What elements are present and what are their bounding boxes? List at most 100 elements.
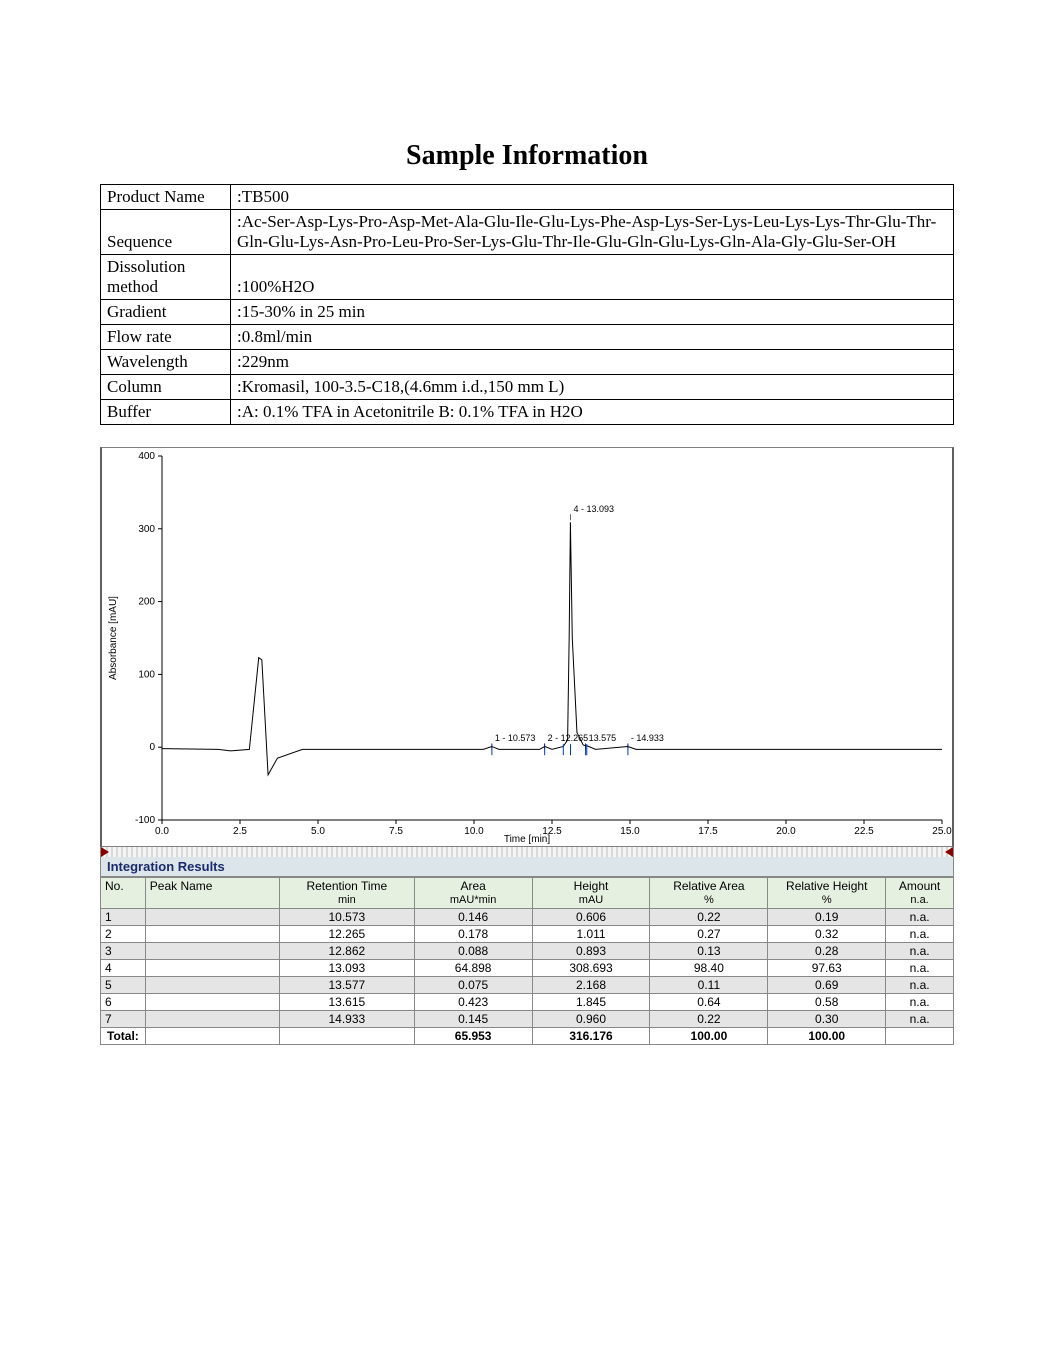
cell bbox=[145, 909, 279, 926]
results-col-6: Relative Height% bbox=[768, 878, 886, 909]
cell: n.a. bbox=[886, 1011, 954, 1028]
svg-text:13.575: 13.575 bbox=[589, 733, 617, 743]
cell: n.a. bbox=[886, 943, 954, 960]
results-col-3: AreamAU*min bbox=[414, 878, 532, 909]
cell: 0.28 bbox=[768, 943, 886, 960]
cell: 13.093 bbox=[280, 960, 415, 977]
cell: 14.933 bbox=[280, 1011, 415, 1028]
cell: 98.40 bbox=[650, 960, 768, 977]
info-val-dissolution: :100%H2O bbox=[231, 255, 954, 300]
cell: 12.265 bbox=[280, 926, 415, 943]
results-body: 110.5730.1460.6060.220.19n.a.212.2650.17… bbox=[101, 909, 954, 1045]
integration-results-table: No. Peak Name Retention TimeminAreamAU*m… bbox=[100, 877, 954, 1045]
cell: 13.615 bbox=[280, 994, 415, 1011]
svg-text:- 14.933: - 14.933 bbox=[631, 733, 664, 743]
cell: 0.11 bbox=[650, 977, 768, 994]
cell: 0.075 bbox=[414, 977, 532, 994]
cell: 4 bbox=[101, 960, 146, 977]
table-row: 5 13.5770.0752.1680.110.69n.a. bbox=[101, 977, 954, 994]
results-col-0: No. bbox=[101, 878, 146, 909]
cell: 0.088 bbox=[414, 943, 532, 960]
total-cell: 65.953 bbox=[414, 1028, 532, 1045]
cell: 308.693 bbox=[532, 960, 650, 977]
total-cell: Total: bbox=[101, 1028, 146, 1045]
svg-text:100: 100 bbox=[138, 669, 155, 680]
svg-text:Absorbance [mAU]: Absorbance [mAU] bbox=[108, 596, 119, 680]
info-key-gradient: Gradient bbox=[101, 300, 231, 325]
cell: 64.898 bbox=[414, 960, 532, 977]
svg-text:2.5: 2.5 bbox=[233, 826, 247, 837]
cell: 0.69 bbox=[768, 977, 886, 994]
info-val-gradient: :15-30% in 25 min bbox=[231, 300, 954, 325]
total-cell bbox=[280, 1028, 415, 1045]
info-key-buffer: Buffer bbox=[101, 400, 231, 425]
total-cell: 100.00 bbox=[650, 1028, 768, 1045]
cell bbox=[145, 977, 279, 994]
svg-text:4 - 13.093: 4 - 13.093 bbox=[574, 504, 615, 514]
total-cell: 316.176 bbox=[532, 1028, 650, 1045]
info-key-wavelength: Wavelength bbox=[101, 350, 231, 375]
cell: 6 bbox=[101, 994, 146, 1011]
total-cell: 100.00 bbox=[768, 1028, 886, 1045]
cell bbox=[145, 943, 279, 960]
svg-text:20.0: 20.0 bbox=[776, 826, 796, 837]
cell: 0.960 bbox=[532, 1011, 650, 1028]
svg-text:1 - 10.573: 1 - 10.573 bbox=[495, 733, 536, 743]
cell: 7 bbox=[101, 1011, 146, 1028]
cell: n.a. bbox=[886, 909, 954, 926]
sample-info-table: Product Name :TB500 Sequence :Ac-Ser-Asp… bbox=[100, 184, 954, 425]
cell: 0.27 bbox=[650, 926, 768, 943]
results-col-1: Peak Name bbox=[145, 878, 279, 909]
svg-text:7.5: 7.5 bbox=[389, 826, 403, 837]
cell bbox=[145, 926, 279, 943]
cell: n.a. bbox=[886, 977, 954, 994]
cell: 0.606 bbox=[532, 909, 650, 926]
results-header-row: No. Peak Name Retention TimeminAreamAU*m… bbox=[101, 878, 954, 909]
svg-text:10.0: 10.0 bbox=[464, 826, 484, 837]
total-row: Total:65.953316.176100.00100.00 bbox=[101, 1028, 954, 1045]
cell: 10.573 bbox=[280, 909, 415, 926]
cell: 13.577 bbox=[280, 977, 415, 994]
info-key-sequence: Sequence bbox=[101, 210, 231, 255]
cell: 2 bbox=[101, 926, 146, 943]
cell: 97.63 bbox=[768, 960, 886, 977]
cell: 0.64 bbox=[650, 994, 768, 1011]
svg-text:5.0: 5.0 bbox=[311, 826, 325, 837]
cell bbox=[145, 960, 279, 977]
total-cell bbox=[145, 1028, 279, 1045]
cell: 3 bbox=[101, 943, 146, 960]
table-row: 212.2650.1781.0110.270.32n.a. bbox=[101, 926, 954, 943]
cell: 0.22 bbox=[650, 1011, 768, 1028]
cell: 2.168 bbox=[532, 977, 650, 994]
cell: 0.145 bbox=[414, 1011, 532, 1028]
svg-text:400: 400 bbox=[138, 451, 155, 462]
results-col-7: Amountn.a. bbox=[886, 878, 954, 909]
svg-text:0: 0 bbox=[149, 742, 155, 753]
svg-text:0.0: 0.0 bbox=[155, 826, 169, 837]
cell: 5 bbox=[101, 977, 146, 994]
cell: 0.146 bbox=[414, 909, 532, 926]
cell: 1.011 bbox=[532, 926, 650, 943]
cell: 1 bbox=[101, 909, 146, 926]
info-val-sequence: :Ac-Ser-Asp-Lys-Pro-Asp-Met-Ala-Glu-Ile-… bbox=[231, 210, 954, 255]
table-row: 613.6150.4231.8450.640.58n.a. bbox=[101, 994, 954, 1011]
svg-text:15.0: 15.0 bbox=[620, 826, 640, 837]
svg-text:25.0: 25.0 bbox=[932, 826, 952, 837]
info-key-flowrate: Flow rate bbox=[101, 325, 231, 350]
cell: 0.32 bbox=[768, 926, 886, 943]
cell: 0.58 bbox=[768, 994, 886, 1011]
cell: 0.178 bbox=[414, 926, 532, 943]
svg-text:-100: -100 bbox=[135, 815, 155, 826]
results-col-5: Relative Area% bbox=[650, 878, 768, 909]
page-title: Sample Information bbox=[100, 140, 954, 172]
chromatogram-panel: -10001002003004000.02.55.07.510.012.515.… bbox=[100, 447, 954, 847]
cell bbox=[145, 994, 279, 1011]
chrom-xlabel: Time [min] bbox=[504, 834, 550, 845]
cell: n.a. bbox=[886, 960, 954, 977]
svg-text:22.5: 22.5 bbox=[854, 826, 874, 837]
cell: 1.845 bbox=[532, 994, 650, 1011]
table-row: 714.9330.1450.9600.220.30n.a. bbox=[101, 1011, 954, 1028]
table-row: 4 13.09364.898308.69398.4097.63n.a. bbox=[101, 960, 954, 977]
cell: 0.22 bbox=[650, 909, 768, 926]
ruler-bar bbox=[100, 847, 954, 857]
